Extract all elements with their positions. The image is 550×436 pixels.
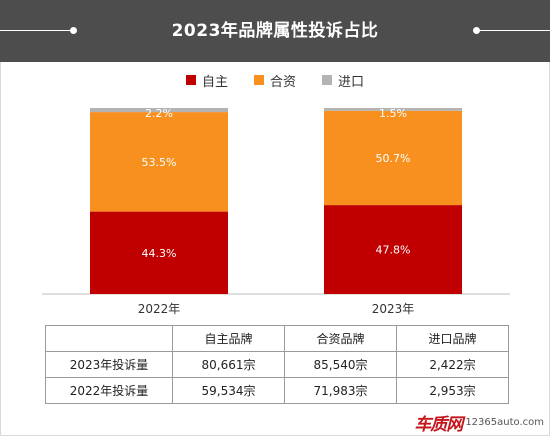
legend-swatch-jv <box>253 75 264 85</box>
header-rule-left <box>0 30 72 31</box>
table-header-cell: 进口品牌 <box>396 325 509 352</box>
bar-data-label: 50.7% <box>376 152 411 165</box>
legend-swatch-import <box>322 75 332 85</box>
table-cell: 80,661宗 <box>172 351 285 378</box>
chart-legend: 自主 合资 进口 <box>0 70 550 90</box>
table-header-cell: 自主品牌 <box>172 325 285 352</box>
table-cell: 2,422宗 <box>396 351 509 378</box>
bar-segment <box>90 108 228 113</box>
table-cell: 2,953宗 <box>396 377 509 404</box>
x-tick-label: 2023年 <box>372 302 415 316</box>
watermark-url: 12365auto.com <box>465 416 544 428</box>
header-banner: 2023年品牌属性投诉占比 <box>0 0 550 62</box>
bar-segment <box>90 112 228 212</box>
stacked-bar-chart: 44.3% 53.5% 2.2% 2022年 47.8% 50.7% 1.5% 2023年 <box>42 107 510 316</box>
table-cell: 71,983宗 <box>284 377 397 404</box>
page-title: 2023年品牌属性投诉占比 <box>171 21 379 41</box>
bar-segment <box>324 205 462 294</box>
table-row: 2023年投诉量 80,661宗 85,540宗 2,422宗 <box>45 351 509 378</box>
watermark: 车质网 12365auto.com <box>380 410 550 435</box>
bar-segment <box>324 108 462 111</box>
header-rule-right <box>478 30 550 31</box>
legend-item-import: 进口 <box>322 70 364 90</box>
table-cell: 85,540宗 <box>284 351 397 378</box>
complaint-table: 自主品牌 合资品牌 进口品牌 2023年投诉量 80,661宗 85,540宗 … <box>45 325 509 404</box>
legend-swatch-domestic <box>185 75 196 85</box>
x-tick-label: 2022年 <box>138 302 181 316</box>
table-cell: 59,534宗 <box>172 377 285 404</box>
table-row-label: 2023年投诉量 <box>45 351 173 378</box>
legend-label-import: 进口 <box>338 74 365 90</box>
legend-item-jv: 合资 <box>253 70 296 90</box>
legend-label-domestic: 自主 <box>201 74 228 90</box>
header-dot-right <box>473 27 480 34</box>
legend-label-jv: 合资 <box>269 74 296 90</box>
bar-data-label: 53.5% <box>142 156 177 169</box>
table-header-cell <box>45 325 173 352</box>
table-row-label: 2022年投诉量 <box>45 377 173 404</box>
bar-data-label: 1.5% <box>379 107 407 120</box>
bar-segment <box>324 110 462 206</box>
header-dot-left <box>70 27 77 34</box>
bar-segment <box>90 211 228 294</box>
table-header-cell: 合资品牌 <box>284 325 397 352</box>
table-header-row: 自主品牌 合资品牌 进口品牌 <box>45 325 509 352</box>
table-row: 2022年投诉量 59,534宗 71,983宗 2,953宗 <box>45 377 509 404</box>
bar-data-label: 44.3% <box>142 247 177 260</box>
bar-data-label: 2.2% <box>145 107 173 120</box>
bar-data-label: 47.8% <box>376 244 411 257</box>
legend-item-domestic: 自主 <box>185 70 228 90</box>
watermark-logo: 车质网 <box>414 414 463 435</box>
